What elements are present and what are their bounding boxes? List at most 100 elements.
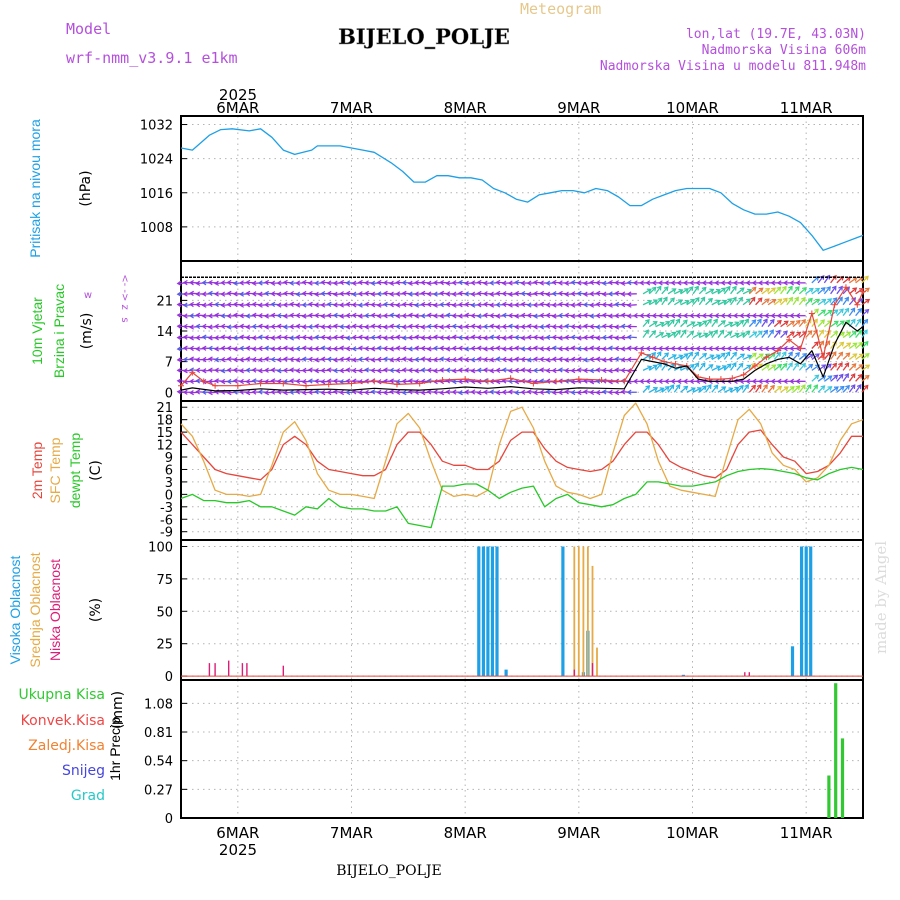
wind-arrow <box>805 353 814 360</box>
wind-arrow <box>761 330 768 338</box>
wind-arrow-head <box>301 279 307 286</box>
wind-arrow-head <box>644 319 650 324</box>
wind-arrow-head <box>539 280 545 286</box>
wind-arrow-head <box>790 320 796 326</box>
wind-arrow-head <box>664 345 670 352</box>
wind-arrow-head <box>232 346 238 352</box>
wind-arrow-head <box>307 324 313 330</box>
wind-arrow-head <box>195 378 201 384</box>
wind-arrow <box>848 342 858 350</box>
cloud-bar-1 <box>596 647 598 677</box>
wind-arrow-head <box>671 288 677 293</box>
wind-arrow-head <box>740 353 746 359</box>
wind-arrow-head <box>295 323 301 329</box>
wind-arrow-head <box>795 385 801 391</box>
wind-arrow-head <box>282 334 288 341</box>
wind-arrow-head <box>838 296 843 302</box>
wind-arrow-head <box>239 334 245 340</box>
wind-arrow-head <box>582 346 588 352</box>
wind-arrow-head <box>814 341 819 347</box>
wind-arrow-head <box>576 356 582 362</box>
wind-arrow-head <box>245 313 251 319</box>
wind-arrow-head <box>339 379 345 385</box>
wind-arrow-head <box>345 324 351 330</box>
legend-hail: Grad <box>71 788 105 804</box>
wind-arrow-head <box>659 332 665 337</box>
wind-arrow-head <box>701 345 707 352</box>
wind-arrow-head <box>370 357 376 363</box>
wind-arrow <box>667 297 675 306</box>
coords-label: lon,lat (19.7E, 43.03N) <box>686 27 866 42</box>
wind-arrow-head <box>576 312 582 319</box>
wind-arrow <box>673 318 681 327</box>
wind-arrow-head <box>351 357 357 363</box>
wind-arrow-head <box>451 291 457 297</box>
wind-arrow-head <box>551 324 557 330</box>
wind-arrow-head <box>806 383 812 389</box>
wind-arrow-head <box>470 313 476 319</box>
wind-arrow-head <box>182 368 188 374</box>
wind-arrow-head <box>439 335 445 341</box>
wind-arrow-head <box>201 291 207 297</box>
wind-arrow-head <box>507 312 513 319</box>
wind-arrow-head <box>744 383 749 389</box>
wind-arrow-head <box>639 378 645 384</box>
wind-arrow <box>667 331 676 339</box>
wind-arrow-head <box>451 302 457 308</box>
wind-arrow <box>655 363 662 371</box>
wind-arrow-head <box>489 389 495 395</box>
wind-arrow-head <box>470 368 476 374</box>
wind-arrow-head <box>432 356 438 363</box>
wind-arrow <box>817 299 826 306</box>
wind-arrow-head <box>251 389 257 395</box>
wind-arrow <box>798 363 806 371</box>
wind-arrow-head <box>376 323 382 330</box>
wind-arrow-head <box>326 312 332 319</box>
wind-arrow <box>792 331 801 339</box>
wind-arrow <box>855 353 864 360</box>
wind-arrow-head <box>270 335 276 341</box>
wind-arrow-head <box>794 296 799 302</box>
wind-arrow <box>692 387 702 393</box>
wind-arrow-head <box>176 389 182 395</box>
wind-arrow-head <box>176 357 182 363</box>
wind-arrow-head <box>501 356 507 363</box>
wind-arrow <box>742 289 752 295</box>
wind-arrow-head <box>851 363 857 368</box>
wind-arrow-head <box>739 287 745 293</box>
wind-arrow-head <box>414 368 420 374</box>
wind-arrow-head <box>739 313 745 319</box>
wind-arrow-head <box>189 335 194 341</box>
wind-arrow <box>836 341 844 349</box>
wind-arrow-head <box>464 356 470 363</box>
wind-arrow-head <box>782 378 788 384</box>
watermark: made by Angel <box>872 541 890 654</box>
wind-arrow-head <box>771 298 777 304</box>
wind-arrow-head <box>732 285 737 291</box>
wind-arrow-head <box>476 334 482 341</box>
wind-arrow-head <box>675 384 681 390</box>
panel-label: SFC Temp <box>47 437 63 503</box>
wind-arrow-head <box>520 389 526 395</box>
wind-arrow <box>761 288 770 295</box>
wind-arrow-head <box>614 290 620 297</box>
wind-arrow <box>848 307 856 317</box>
wind-gust-point <box>257 380 264 387</box>
wind-arrow-head <box>332 357 338 363</box>
wind-arrow <box>648 387 658 393</box>
wind-arrow-head <box>820 385 826 390</box>
wind-arrow-head <box>426 357 432 363</box>
wind-arrow-head <box>189 280 194 286</box>
wind-arrow-head <box>644 329 649 335</box>
wind-arrow-head <box>501 324 507 330</box>
wind-arrow-head <box>820 287 826 292</box>
wind-arrow <box>830 363 837 371</box>
wind-arrow-head <box>501 389 507 395</box>
wind-arrow <box>717 330 725 338</box>
wind-arrow-head <box>653 387 659 392</box>
wind-arrow <box>773 286 782 295</box>
wind-arrow-head <box>295 291 301 297</box>
panel-label: 1hr Precip <box>107 717 123 781</box>
wind-arrow-head <box>745 330 751 336</box>
wind-arrow-head <box>320 313 326 319</box>
